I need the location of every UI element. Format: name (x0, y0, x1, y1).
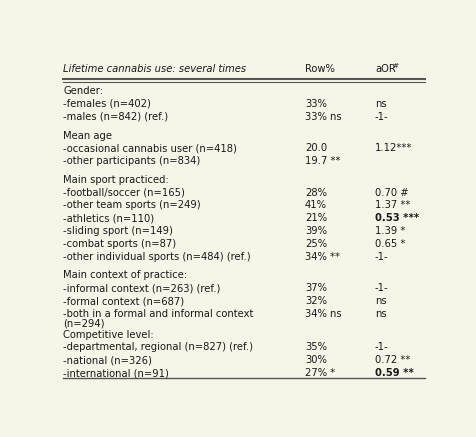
Text: 39%: 39% (305, 226, 327, 236)
Text: 19.7 **: 19.7 ** (305, 156, 340, 166)
Text: #: # (392, 63, 398, 69)
Text: Main sport practiced:: Main sport practiced: (63, 175, 169, 185)
Text: ns: ns (375, 309, 387, 319)
Text: 35%: 35% (305, 343, 327, 353)
Text: Row%: Row% (305, 64, 335, 74)
Text: -combat sports (n=87): -combat sports (n=87) (63, 239, 176, 249)
Text: Gender:: Gender: (63, 86, 103, 96)
Text: 25%: 25% (305, 239, 327, 249)
Text: 1.12***: 1.12*** (375, 143, 412, 153)
Text: -1-: -1- (375, 343, 388, 353)
Text: 27% *: 27% * (305, 368, 335, 378)
Text: 1.37 **: 1.37 ** (375, 201, 410, 211)
Text: -occasional cannabis user (n=418): -occasional cannabis user (n=418) (63, 143, 237, 153)
Text: -football/soccer (n=165): -football/soccer (n=165) (63, 188, 185, 198)
Text: 21%: 21% (305, 213, 327, 223)
Text: 30%: 30% (305, 355, 327, 365)
Text: Main context of practice:: Main context of practice: (63, 271, 188, 281)
Text: 0.72 **: 0.72 ** (375, 355, 410, 365)
Text: 0.53 ***: 0.53 *** (375, 213, 419, 223)
Text: 37%: 37% (305, 283, 327, 293)
Text: -males (n=842) (ref.): -males (n=842) (ref.) (63, 112, 169, 121)
Text: 34% **: 34% ** (305, 252, 340, 262)
Text: -athletics (n=110): -athletics (n=110) (63, 213, 154, 223)
Text: ns: ns (375, 99, 387, 109)
Text: -1-: -1- (375, 112, 388, 121)
Text: 33%: 33% (305, 99, 327, 109)
Text: Competitive level:: Competitive level: (63, 329, 154, 340)
Text: -departmental, regional (n=827) (ref.): -departmental, regional (n=827) (ref.) (63, 343, 253, 353)
Text: -sliding sport (n=149): -sliding sport (n=149) (63, 226, 173, 236)
Text: -informal context (n=263) (ref.): -informal context (n=263) (ref.) (63, 283, 220, 293)
Text: -national (n=326): -national (n=326) (63, 355, 152, 365)
Text: -1-: -1- (375, 252, 388, 262)
Text: Lifetime cannabis use: several times: Lifetime cannabis use: several times (63, 64, 246, 74)
Text: 34% ns: 34% ns (305, 309, 341, 319)
Text: -international (n=91): -international (n=91) (63, 368, 169, 378)
Text: 41%: 41% (305, 201, 327, 211)
Text: -both in a formal and informal context: -both in a formal and informal context (63, 309, 254, 319)
Text: 28%: 28% (305, 188, 327, 198)
Text: -other participants (n=834): -other participants (n=834) (63, 156, 200, 166)
Text: -other team sports (n=249): -other team sports (n=249) (63, 201, 201, 211)
Text: -1-: -1- (375, 283, 388, 293)
Text: -other individual sports (n=484) (ref.): -other individual sports (n=484) (ref.) (63, 252, 251, 262)
Text: 0.65 *: 0.65 * (375, 239, 405, 249)
Text: 33% ns: 33% ns (305, 112, 341, 121)
Text: ns: ns (375, 296, 387, 306)
Text: 20.0: 20.0 (305, 143, 327, 153)
Text: (n=294): (n=294) (63, 319, 105, 329)
Text: Mean age: Mean age (63, 131, 112, 141)
Text: aOR: aOR (375, 64, 396, 74)
Text: 32%: 32% (305, 296, 327, 306)
Text: 0.70 #: 0.70 # (375, 188, 408, 198)
Text: 1.39 *: 1.39 * (375, 226, 405, 236)
Text: -females (n=402): -females (n=402) (63, 99, 151, 109)
Text: 0.59 **: 0.59 ** (375, 368, 414, 378)
Text: -formal context (n=687): -formal context (n=687) (63, 296, 184, 306)
